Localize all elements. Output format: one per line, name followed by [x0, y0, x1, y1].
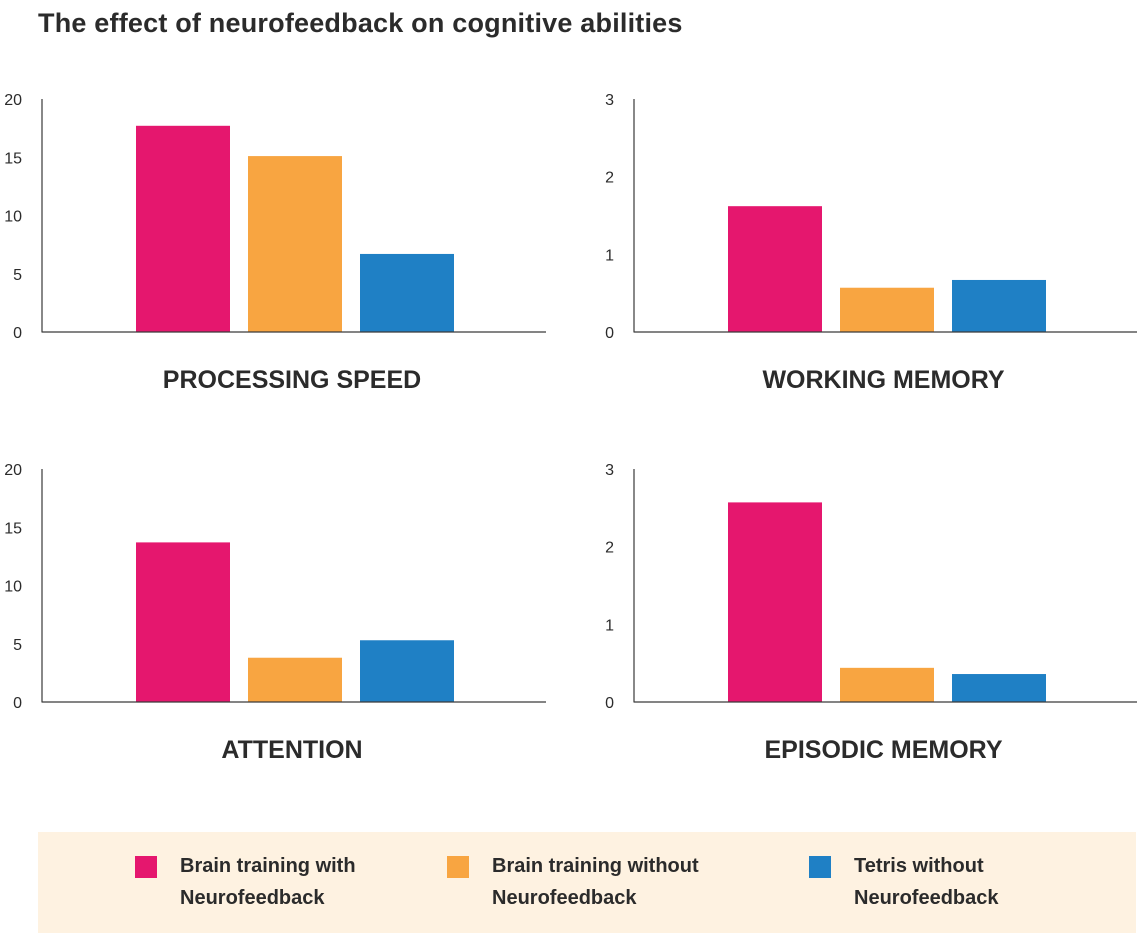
y-tick-label: 0	[605, 695, 614, 712]
bar	[360, 253, 454, 332]
y-tick-label: 15	[4, 520, 22, 537]
bar	[360, 640, 454, 702]
bar	[136, 125, 230, 332]
category-label: WORKING MEMORY	[762, 366, 1004, 394]
y-tick-label: 3	[605, 462, 614, 479]
legend-label: Brain training without Neurofeedback	[492, 855, 699, 909]
y-tick-label: 1	[605, 617, 614, 634]
bar	[136, 542, 230, 702]
y-tick-label: 0	[13, 325, 22, 342]
bar	[840, 667, 934, 702]
bar	[728, 206, 822, 332]
y-tick-label: 10	[4, 579, 22, 596]
bar	[840, 287, 934, 332]
legend-item: Brain training without Neurofeedback	[447, 854, 732, 914]
y-tick-label: 5	[13, 637, 22, 654]
y-tick-label: 15	[4, 150, 22, 167]
y-tick-label: 20	[4, 462, 22, 479]
y-tick-label: 1	[605, 247, 614, 264]
y-tick-label: 2	[605, 540, 614, 557]
legend-item: Brain training with Neurofeedback	[135, 854, 420, 914]
y-tick-label: 0	[605, 325, 614, 342]
legend-label: Tetris without Neurofeedback	[854, 855, 999, 909]
legend-swatch	[809, 856, 831, 878]
y-tick-label: 5	[13, 267, 22, 284]
y-tick-label: 3	[605, 92, 614, 109]
bar	[952, 674, 1046, 702]
category-label: EPISODIC MEMORY	[765, 736, 1003, 764]
y-tick-label: 20	[4, 92, 22, 109]
category-label: ATTENTION	[221, 736, 362, 764]
bar	[952, 279, 1046, 332]
bar	[728, 502, 822, 702]
category-label: PROCESSING SPEED	[163, 366, 421, 394]
bar	[248, 156, 342, 332]
legend-item: Tetris without Neurofeedback	[809, 854, 1094, 914]
y-tick-label: 2	[605, 170, 614, 187]
legend: Brain training with Neurofeedback Brain …	[38, 832, 1136, 933]
bar	[248, 657, 342, 702]
chart-title: The effect of neurofeedback on cognitive…	[38, 8, 683, 38]
legend-swatch	[135, 856, 157, 878]
y-tick-label: 10	[4, 209, 22, 226]
legend-label: Brain training with Neurofeedback	[180, 855, 356, 909]
y-tick-label: 0	[13, 695, 22, 712]
legend-swatch	[447, 856, 469, 878]
